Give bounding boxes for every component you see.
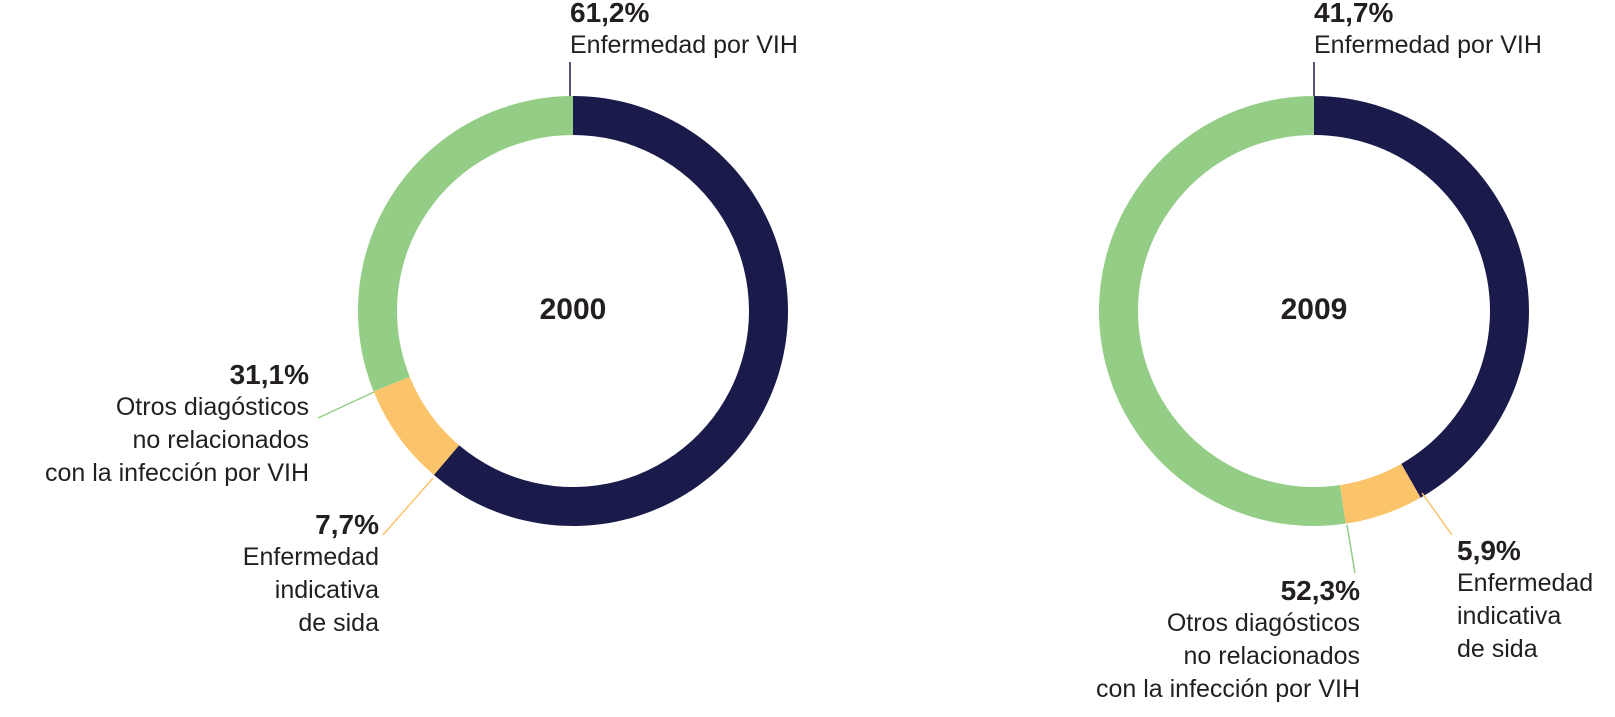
category-label: Otros diagósticos no relacionados con la… — [1095, 609, 1360, 703]
value-label: 41,7% — [1314, 0, 1394, 28]
category-label: Enfermedad indicativa de sida — [1457, 569, 1594, 663]
leader-line — [1346, 524, 1356, 574]
category-label: Enfermedad por VIH — [570, 31, 798, 59]
donut-segment — [373, 376, 460, 475]
donut-segment — [1339, 463, 1421, 524]
category-label: Enfermedad indicativa de sida — [242, 543, 379, 637]
value-label: 5,9% — [1457, 535, 1521, 566]
donut-segment — [1314, 96, 1530, 498]
donut-segment — [1099, 96, 1346, 526]
category-label: Otros diagósticos no relacionados con la… — [44, 393, 309, 487]
donut-segment — [433, 96, 788, 526]
segment-label: 52,3% Otros diagósticos no relacionados c… — [1096, 574, 1360, 706]
value-label: 31,1% — [229, 359, 309, 390]
segment-label: 61,2% Enfermedad por VIH — [570, 0, 798, 62]
category-label: Enfermedad por VIH — [1314, 31, 1542, 59]
segment-label: 5,9% Enfermedad indicativa de sida — [1457, 534, 1593, 666]
value-label: 61,2% — [570, 0, 650, 28]
leader-line — [317, 391, 375, 419]
segment-label: 41,7% Enfermedad por VIH — [1314, 0, 1542, 62]
leader-line — [1421, 492, 1453, 536]
center-label: 2000 — [540, 293, 607, 326]
value-label: 7,7% — [315, 509, 379, 540]
segment-label: 31,1% Otros diagósticos no relacionados c… — [45, 358, 309, 490]
leader-line — [382, 477, 434, 536]
value-label: 52,3% — [1280, 575, 1360, 606]
center-label: 2009 — [1281, 293, 1348, 326]
segment-label: 7,7% Enfermedad indicativa de sida — [243, 508, 379, 640]
donut-segment — [358, 96, 573, 392]
